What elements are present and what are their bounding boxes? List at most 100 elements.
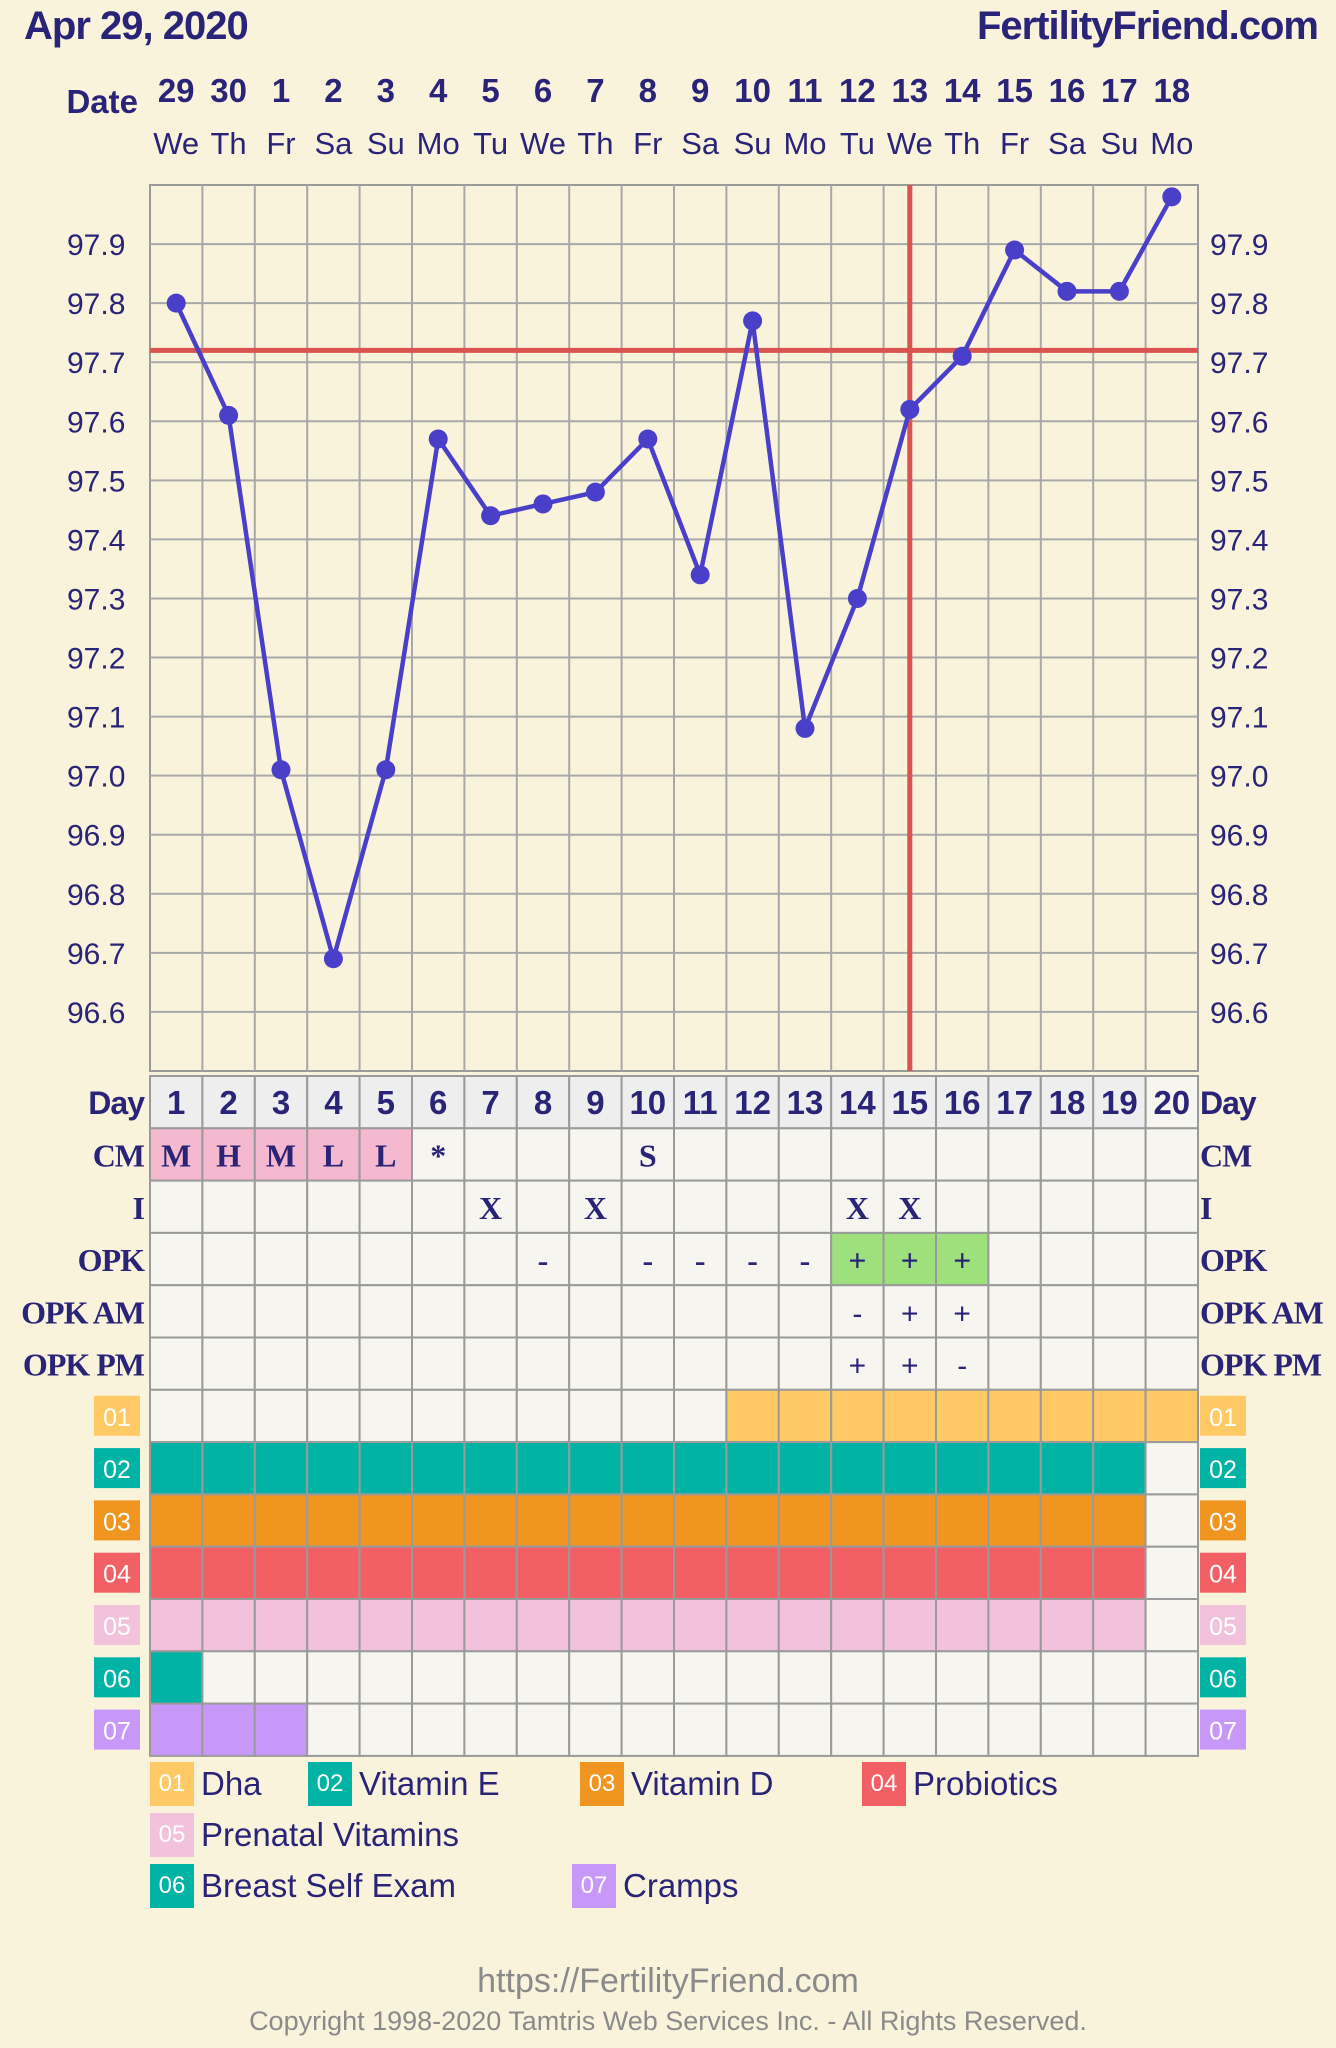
- intercourse-cell: [1092, 1179, 1147, 1234]
- footer-copyright: Copyright 1998-2020 Tamtris Web Services…: [249, 2006, 1087, 2036]
- track-cell-02: [1144, 1441, 1199, 1496]
- cycle-day-value: 20: [1153, 1084, 1190, 1121]
- track-cell-05: [463, 1598, 518, 1653]
- y-tick-label-right: 97.4: [1210, 524, 1268, 557]
- cm-cell: [882, 1127, 937, 1182]
- track-badge-left-03: [94, 1500, 140, 1541]
- cycle-day-cell: [463, 1075, 518, 1130]
- temperature-point: [690, 565, 710, 585]
- legend-label: Prenatal Vitamins: [201, 1816, 460, 1853]
- temperature-point: [481, 506, 501, 526]
- track-cell-07: [463, 1702, 518, 1757]
- track-cell-04: [306, 1545, 361, 1600]
- opk-pm-cell: [1144, 1336, 1199, 1391]
- track-cell-05: [620, 1598, 675, 1653]
- weekday-label: Fr: [1000, 126, 1029, 161]
- track-cell-04: [620, 1545, 675, 1600]
- track-badge-left-04: [94, 1552, 140, 1593]
- weekday-label: We: [520, 126, 566, 161]
- opk-am-row-label-right: OPK AM: [1200, 1294, 1324, 1330]
- track-cell-01: [725, 1388, 780, 1444]
- cycle-day-value: 5: [377, 1084, 395, 1121]
- date-label: 10: [734, 72, 771, 109]
- track-cell-01: [777, 1388, 833, 1444]
- track-cell-06: [463, 1650, 518, 1705]
- cm-value: M: [161, 1137, 191, 1173]
- track-cell-05: [1144, 1598, 1199, 1653]
- track-cell-07: [830, 1702, 885, 1757]
- opk-am-value: +: [953, 1297, 971, 1330]
- intercourse-cell: [725, 1179, 780, 1234]
- temperature-point: [166, 293, 186, 313]
- track-cell-07: [1039, 1702, 1095, 1757]
- opk-am-cell: [1039, 1284, 1095, 1339]
- track-badge-right-05: [1200, 1605, 1246, 1645]
- track-cell-01: [568, 1388, 623, 1444]
- track-cell-07: [253, 1702, 309, 1757]
- track-cell-02: [1039, 1441, 1095, 1496]
- cm-cell: [1039, 1127, 1095, 1182]
- opk-am-cell: [725, 1284, 780, 1339]
- opk-pm-cell: [620, 1336, 675, 1391]
- y-tick-label-right: 97.9: [1210, 229, 1268, 262]
- cycle-day-cell: [358, 1075, 414, 1130]
- legend-badge: 04: [862, 1762, 906, 1806]
- track-cell-06: [253, 1650, 309, 1705]
- y-tick-label-left: 97.1: [67, 702, 125, 735]
- date-row-label: Date: [66, 83, 138, 120]
- track-badge-left-05: [94, 1605, 140, 1645]
- intercourse-cell: [935, 1179, 990, 1234]
- track-cell-06: [830, 1650, 885, 1705]
- opk-cell: [201, 1231, 256, 1287]
- track-cell-02: [411, 1441, 466, 1496]
- legend-badge: 07: [572, 1864, 616, 1908]
- cm-value: L: [375, 1137, 396, 1173]
- track-cell-02: [149, 1441, 204, 1496]
- weekday-label: Mo: [783, 126, 826, 161]
- track-cell-02: [725, 1441, 780, 1496]
- track-code-left: 01: [103, 1404, 131, 1432]
- opk-pm-cell: [987, 1336, 1042, 1391]
- y-tick-label-left: 97.6: [67, 406, 125, 439]
- opk-pm-cell: [463, 1336, 518, 1391]
- track-cell-02: [673, 1441, 728, 1496]
- track-badge-left-06: [94, 1657, 140, 1698]
- intercourse-row-label-left: I: [133, 1190, 145, 1226]
- track-cell-02: [882, 1441, 937, 1496]
- track-cell-07: [306, 1702, 361, 1757]
- opk-pm-cell: [253, 1336, 309, 1391]
- legend-label: Dha: [201, 1765, 262, 1802]
- intercourse-cell: [358, 1179, 414, 1234]
- temperature-point: [743, 311, 763, 331]
- legend-item-02: 02 Vitamin E: [308, 1762, 500, 1806]
- y-tick-label-left: 96.9: [67, 820, 125, 853]
- cycle-day-value: 3: [272, 1084, 290, 1121]
- date-label: 1: [272, 72, 290, 109]
- weekday-label: Su: [1100, 126, 1138, 161]
- y-tick-label-right: 97.2: [1210, 643, 1268, 676]
- weekday-label: We: [153, 126, 199, 161]
- cycle-day-value: 10: [629, 1084, 666, 1121]
- date-label: 2: [324, 72, 342, 109]
- cycle-day-value: 14: [839, 1084, 876, 1121]
- temperature-point: [323, 949, 343, 969]
- track-cell-06: [935, 1650, 990, 1705]
- track-cell-05: [515, 1598, 571, 1653]
- cm-cell: [777, 1127, 833, 1182]
- y-tick-label-left: 97.3: [67, 583, 125, 616]
- track-cell-05: [673, 1598, 728, 1653]
- cm-cell: [987, 1127, 1042, 1182]
- track-cell-05: [568, 1598, 623, 1653]
- site-brand[interactable]: FertilityFriend.com: [976, 4, 1319, 48]
- cm-row-label-right: CM: [1200, 1137, 1252, 1173]
- opk-pm-cell: [306, 1336, 361, 1391]
- opk-am-cell: [201, 1284, 256, 1339]
- date-label: 11: [788, 72, 823, 109]
- intercourse-value: X: [898, 1190, 921, 1226]
- footer-url[interactable]: https://FertilityFriend.com: [477, 1962, 859, 2000]
- legend-item-06: 06 Breast Self Exam: [150, 1864, 456, 1908]
- track-cell-01: [463, 1388, 518, 1444]
- legend-label: Vitamin D: [631, 1765, 774, 1802]
